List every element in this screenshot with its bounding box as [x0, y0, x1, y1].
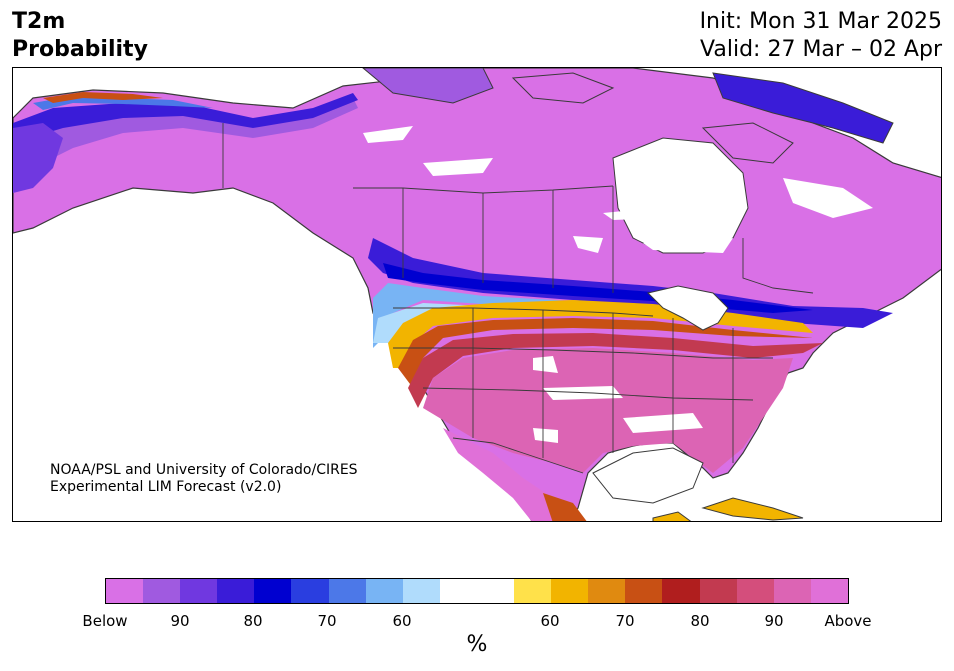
white-patch-1 [363, 126, 413, 143]
colorbar-segment [439, 579, 477, 603]
alaska-west-band [13, 123, 63, 193]
chart-title: T2m Probability [12, 8, 148, 64]
colorbar-tick-label: Above [824, 612, 872, 630]
colorbar [105, 578, 849, 604]
great-lakes [647, 285, 729, 331]
colorbar-segment [328, 579, 366, 603]
credit-line-2: Experimental LIM Forecast (v2.0) [50, 479, 282, 495]
caribbean-island [652, 511, 692, 521]
gulf-of-mexico [592, 447, 704, 504]
colorbar-segment [217, 579, 255, 603]
title-variable: T2m [12, 9, 66, 34]
colorbar-tick-label: 90 [764, 612, 784, 630]
colorbar-tick-label: 90 [170, 612, 190, 630]
credit-line-1: NOAA/PSL and University of Colorado/CIRE… [50, 462, 358, 478]
title-kind: Probability [12, 37, 148, 62]
colorbar-segment [254, 579, 292, 603]
white-patch-10 [533, 428, 558, 443]
greenland-edge [701, 122, 794, 164]
white-patch-5 [573, 236, 603, 253]
political-boundaries [222, 123, 814, 474]
cold-band-light [373, 283, 713, 348]
alaska-band-3 [33, 96, 213, 110]
colorbar-segment [736, 579, 774, 603]
arctic-island-1 [362, 68, 494, 104]
white-patch-4 [643, 238, 733, 253]
mexico-warm-tip [543, 493, 587, 521]
colorbar-segment [662, 579, 700, 603]
colorbar-segment [476, 579, 515, 603]
colorbar-segment [588, 579, 626, 603]
valid-range: Valid: 27 Mar – 02 Apr [700, 37, 942, 62]
colorbar-tick-label: 80 [243, 612, 263, 630]
map-credit: NOAA/PSL and University of Colorado/CIRE… [50, 462, 358, 496]
colorbar-unit: % [466, 632, 488, 657]
colorbar-segment [402, 579, 440, 603]
colorbar-tick-label: Below [82, 612, 128, 630]
colorbar-segment [551, 579, 589, 603]
colorbar-tick-label: 80 [690, 612, 710, 630]
colorbar-segment [514, 579, 552, 603]
white-patch-9 [623, 413, 703, 433]
map-svg [13, 68, 941, 521]
colorbar-tick-label: 60 [392, 612, 412, 630]
colorbar-segment [810, 579, 848, 603]
white-patch-2 [423, 158, 493, 176]
cuba [701, 497, 804, 521]
arctic-island-3 [511, 72, 615, 104]
colorbar-tick-label: 70 [317, 612, 337, 630]
arctic-island-2 [712, 72, 894, 144]
init-date: Init: Mon 31 Mar 2025 [699, 9, 942, 34]
white-patch-3 [603, 208, 663, 220]
alaska-band-2 [13, 93, 358, 143]
colorbar-segment [699, 579, 737, 603]
colorbar-segment [365, 579, 403, 603]
mexico-above [443, 428, 567, 521]
colorbar-tick-label: 70 [615, 612, 635, 630]
white-patch-6 [783, 178, 873, 218]
colorbar-segment [773, 579, 811, 603]
colorbar-segment [625, 579, 663, 603]
alaska-warm-band [43, 92, 163, 103]
map-panel: NOAA/PSL and University of Colorado/CIRE… [12, 67, 942, 522]
colorbar-segment [106, 579, 144, 603]
colorbar-segment [143, 579, 181, 603]
warm-band-red [408, 333, 823, 408]
date-info: Init: Mon 31 Mar 2025 Valid: 27 Mar – 02… [700, 8, 942, 64]
us-interior-above [423, 348, 793, 473]
colorbar-segment [291, 579, 329, 603]
colorbar-tick-label: 60 [540, 612, 560, 630]
colorbar-segment [180, 579, 218, 603]
colorbar-ticks: Below 90 80 70 60 60 70 80 90 Above [0, 612, 954, 632]
white-patch-7 [533, 356, 558, 373]
